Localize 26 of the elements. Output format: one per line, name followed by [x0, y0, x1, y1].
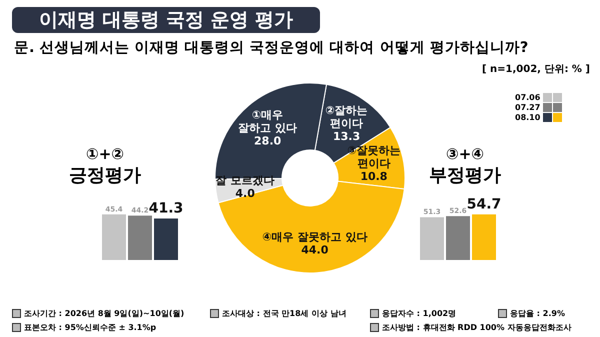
text: 조사방법 : 휴대전화 RDD 100% 자동응답전화조사	[381, 322, 572, 333]
text: 표본오차 : 95%신뢰수준 ± 3.1%p	[23, 322, 158, 333]
text: 응답율 : 2.9%	[509, 308, 566, 319]
slice-label: ②잘하는 편이다	[325, 104, 368, 130]
chart-subtitle: 긍정평가	[68, 164, 142, 187]
slice-label: ①매우 잘하고 있다	[238, 108, 298, 135]
legend-label: 08.10	[515, 112, 542, 122]
text: 응답자수 : 1,002명	[381, 308, 458, 319]
chart-title: 이재명 대통령 국정 운영 평가	[12, 7, 320, 33]
data-label: 54.7	[466, 196, 502, 212]
chart-subtitle: 부정평가	[428, 164, 502, 187]
slice-label: ④매우 잘못하고 있다	[262, 230, 368, 244]
chart-title: ③+④	[445, 145, 485, 163]
legend-label: 07.27	[515, 102, 542, 112]
chart-subtitle: 문. 선생님께서는 이재명 대통령의 국정운영에 대하여 어떻게 평가하십니까?	[14, 39, 528, 57]
text: [ n=1,002, 단위: % ]	[482, 63, 590, 76]
data-label: 13.3	[332, 130, 360, 144]
text: 조사대상 : 전국 만18세 이상 남녀	[221, 308, 348, 319]
data-label: 44.0	[301, 243, 329, 256]
legend-label: 07.06	[515, 92, 542, 102]
chart-title: ①+②	[85, 145, 125, 163]
text: 조사기간 : 2026년 8월 9일(일)~10일(월)	[23, 308, 186, 319]
data-label: 41.3	[148, 200, 184, 217]
data-label: 10.8	[360, 170, 388, 184]
data-label: 28.0	[254, 134, 282, 148]
data-label: 4.0	[235, 186, 256, 200]
